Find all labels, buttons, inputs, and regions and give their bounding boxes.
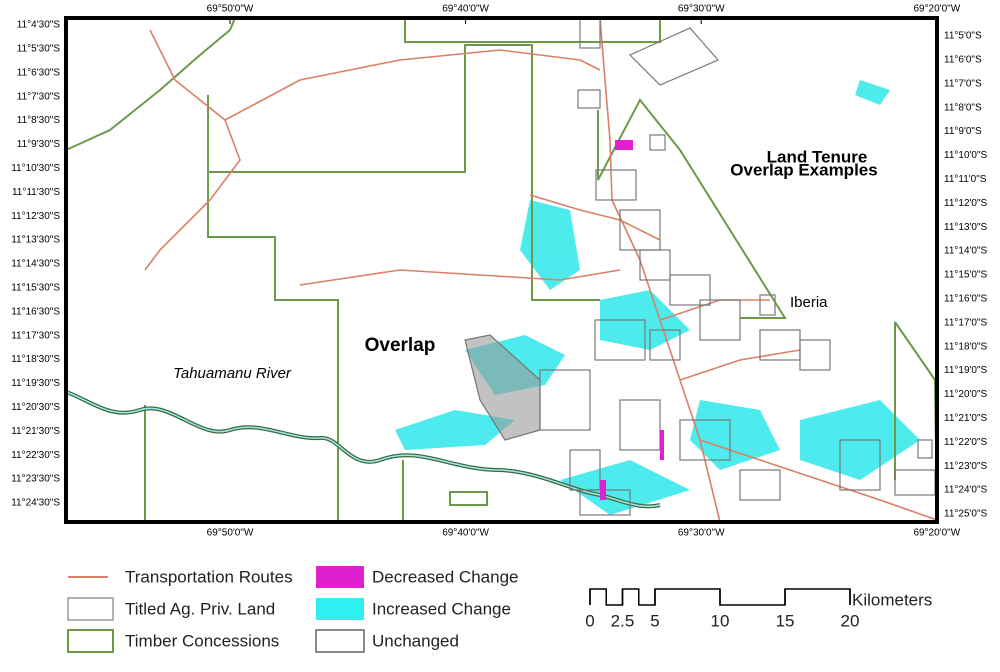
lon-label: 69°30'0"W	[678, 528, 725, 539]
lat-label: 11°19'30"S	[11, 378, 60, 389]
lat-label: 11°14'30"S	[11, 259, 60, 270]
map-background	[66, 18, 937, 522]
lat-label: 11°8'0"S	[944, 102, 982, 113]
lat-label: 11°18'30"S	[11, 354, 60, 365]
lat-label: 11°9'30"S	[17, 139, 61, 150]
lat-label: 11°24'0"S	[944, 485, 988, 496]
lat-label: 11°22'30"S	[11, 450, 60, 461]
legend-label: Titled Ag. Priv. Land	[125, 599, 275, 618]
lat-label: 11°16'30"S	[11, 306, 60, 317]
lat-label: 11°25'0"S	[944, 509, 988, 520]
lat-label: 11°20'0"S	[944, 389, 988, 400]
decreased-change	[600, 140, 664, 500]
scale-label: 15	[776, 611, 795, 630]
legend-swatch	[315, 629, 365, 653]
scale-label: 0	[585, 611, 594, 630]
lon-label: 69°50'0"W	[207, 528, 254, 539]
lat-label: 11°14'0"S	[944, 246, 988, 257]
scale-label: 2.5	[611, 611, 635, 630]
overlap-label: Overlap	[365, 335, 436, 356]
lat-label: 11°4'30"S	[17, 20, 61, 31]
lat-label: 11°15'30"S	[11, 283, 60, 294]
lat-label: 11°7'0"S	[944, 78, 982, 89]
lat-label: 11°22'0"S	[944, 437, 988, 448]
lon-label: 69°40'0"W	[442, 528, 489, 539]
lat-label: 11°8'30"S	[17, 115, 61, 126]
scale-label: 20	[841, 611, 860, 630]
lat-label: 11°7'30"S	[17, 91, 61, 102]
lat-label: 11°5'30"S	[17, 44, 61, 55]
lat-label: 11°13'0"S	[944, 222, 988, 233]
lat-label: 11°23'30"S	[11, 474, 60, 485]
lat-label: 11°20'30"S	[11, 402, 60, 413]
lat-label: 11°13'30"S	[11, 235, 60, 246]
town-label: Iberia	[790, 294, 828, 311]
map-body: Land Tenure Overlap Examples Iberia Over…	[64, 16, 939, 524]
map-frame	[64, 16, 939, 524]
scale-label: 5	[650, 611, 659, 630]
lon-label: 69°30'0"W	[678, 4, 725, 15]
lat-label: 11°12'30"S	[11, 211, 60, 222]
lat-label: 11°17'30"S	[11, 330, 60, 341]
scale-bar: 0 2.5 5 10 15 20 Kilometers	[585, 588, 932, 630]
lat-label: 11°15'0"S	[944, 270, 988, 281]
lat-label: 11°6'0"S	[944, 55, 982, 66]
legend: Transportation Routes Titled Ag. Priv. La…	[67, 566, 518, 653]
legend-label: Timber Concessions	[125, 631, 279, 650]
lat-label: 11°11'0"S	[944, 174, 987, 185]
legend-swatch	[67, 629, 114, 653]
map-title: Land Tenure	[767, 147, 868, 166]
lat-label: 11°23'0"S	[944, 461, 988, 472]
lat-label: 11°5'0"S	[944, 31, 982, 42]
legend-swatch	[316, 566, 364, 588]
lat-label: 11°21'30"S	[11, 426, 60, 437]
legend-swatch	[67, 597, 114, 621]
lat-label: 11°10'0"S	[944, 150, 988, 161]
lat-label: 11°9'0"S	[944, 126, 982, 137]
legend-label: Increased Change	[372, 599, 511, 618]
scale-unit: Kilometers	[852, 590, 932, 609]
lat-label: 11°10'30"S	[11, 163, 60, 174]
legend-label: Unchanged	[372, 631, 459, 650]
river-inner	[65, 391, 661, 507]
legend-swatch	[316, 598, 364, 620]
lat-label: 11°24'30"S	[11, 498, 60, 509]
graticule-labels: 69°50'0"W 69°50'0"W 69°40'0"W 69°40'0"W 69°3…	[11, 4, 987, 539]
scale-label: 10	[711, 611, 730, 630]
map-title: Overlap Examples	[730, 160, 877, 179]
lat-label: 11°12'0"S	[944, 198, 988, 209]
legend-label: Decreased Change	[372, 567, 518, 586]
lon-label: 69°20'0"W	[913, 528, 960, 539]
lon-label: 69°20'0"W	[913, 4, 960, 15]
lat-label: 11°19'0"S	[944, 365, 988, 376]
river-label: Tahuamanu River	[173, 365, 292, 382]
lon-label: 69°40'0"W	[442, 4, 489, 15]
lat-label: 11°6'30"S	[17, 67, 61, 78]
lat-label: 11°11'30"S	[12, 187, 60, 198]
lat-label: 11°17'0"S	[944, 317, 988, 328]
lon-label: 69°50'0"W	[207, 4, 254, 15]
lat-label: 11°16'0"S	[944, 294, 988, 305]
lat-label: 11°21'0"S	[944, 413, 988, 424]
lat-label: 11°18'0"S	[944, 341, 988, 352]
legend-label: Transportation Routes	[125, 567, 293, 586]
